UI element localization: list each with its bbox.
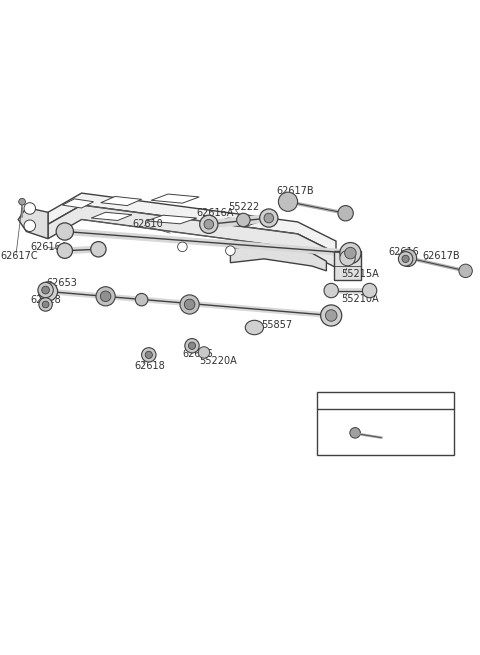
Text: 62618: 62618 xyxy=(30,295,61,305)
Circle shape xyxy=(260,209,278,227)
Circle shape xyxy=(135,293,148,306)
Polygon shape xyxy=(230,245,326,271)
Ellipse shape xyxy=(245,320,264,335)
Circle shape xyxy=(362,284,377,298)
Text: 62618: 62618 xyxy=(134,361,165,371)
Circle shape xyxy=(226,246,235,255)
Circle shape xyxy=(264,214,274,223)
Text: 62616: 62616 xyxy=(182,349,213,359)
Circle shape xyxy=(345,248,356,259)
Circle shape xyxy=(278,192,298,212)
Text: 55215A: 55215A xyxy=(341,269,379,279)
Text: 62617B: 62617B xyxy=(276,186,313,196)
Circle shape xyxy=(459,264,472,278)
Polygon shape xyxy=(62,199,94,208)
Text: 55220A: 55220A xyxy=(199,356,237,366)
Circle shape xyxy=(142,348,156,362)
Text: 55210A: 55210A xyxy=(341,293,378,304)
Text: 62616A: 62616A xyxy=(30,242,68,252)
Text: 62610: 62610 xyxy=(132,219,163,229)
Circle shape xyxy=(321,305,342,326)
Circle shape xyxy=(42,301,49,308)
Circle shape xyxy=(145,351,153,358)
Circle shape xyxy=(200,215,218,233)
Circle shape xyxy=(42,286,49,294)
Circle shape xyxy=(178,242,187,252)
Circle shape xyxy=(39,298,52,311)
Text: 62653: 62653 xyxy=(47,278,77,288)
Text: 62617C: 62617C xyxy=(0,252,37,261)
Circle shape xyxy=(325,310,337,321)
Circle shape xyxy=(198,346,210,358)
Polygon shape xyxy=(101,196,142,206)
Polygon shape xyxy=(146,215,197,224)
Polygon shape xyxy=(48,193,336,253)
Circle shape xyxy=(100,291,111,301)
Text: 62617B: 62617B xyxy=(422,252,460,261)
Bar xyxy=(334,251,361,280)
Circle shape xyxy=(399,250,417,267)
Polygon shape xyxy=(211,218,262,227)
Circle shape xyxy=(96,287,115,306)
Polygon shape xyxy=(48,205,350,274)
Circle shape xyxy=(19,198,25,205)
Circle shape xyxy=(185,339,199,353)
Circle shape xyxy=(24,220,36,231)
Circle shape xyxy=(402,255,409,263)
Circle shape xyxy=(188,342,196,349)
Circle shape xyxy=(57,243,72,258)
Circle shape xyxy=(350,428,360,438)
Circle shape xyxy=(91,242,106,257)
Circle shape xyxy=(340,250,355,266)
Circle shape xyxy=(340,242,361,264)
Circle shape xyxy=(38,282,58,301)
Circle shape xyxy=(56,223,73,240)
Polygon shape xyxy=(91,212,132,221)
Circle shape xyxy=(398,252,413,266)
Text: 55857: 55857 xyxy=(262,320,293,330)
Text: 62616: 62616 xyxy=(389,247,420,257)
Polygon shape xyxy=(18,208,48,238)
Text: 62616A: 62616A xyxy=(197,208,234,218)
Circle shape xyxy=(24,202,36,214)
Circle shape xyxy=(204,219,214,229)
Text: 1125DA: 1125DA xyxy=(347,405,388,415)
Circle shape xyxy=(338,206,353,221)
Bar xyxy=(317,392,454,455)
Text: 55222: 55222 xyxy=(228,202,259,212)
Circle shape xyxy=(237,214,250,227)
Polygon shape xyxy=(151,194,199,203)
Circle shape xyxy=(324,284,338,298)
Circle shape xyxy=(184,299,195,310)
Circle shape xyxy=(38,282,53,298)
Circle shape xyxy=(180,295,199,314)
